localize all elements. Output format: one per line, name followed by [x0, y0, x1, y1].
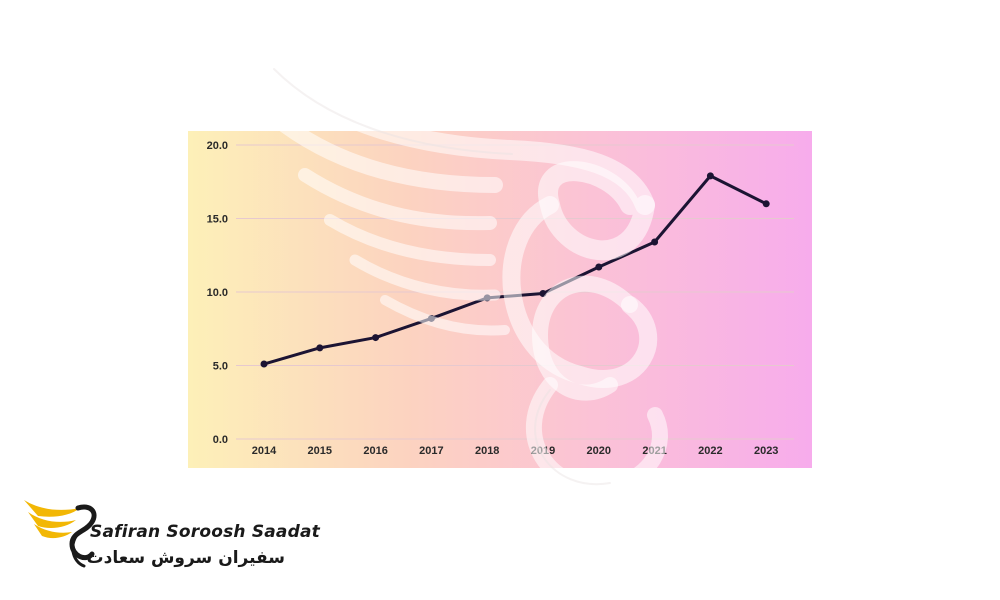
x-tick-label: 2021 — [642, 445, 666, 457]
y-tick-label: 5.0 — [213, 361, 228, 373]
line-chart: 0.0 5.0 10.0 15.0 20.0 2014 2015 2016 2017 2018 20… — [207, 140, 794, 457]
data-point — [372, 334, 380, 342]
x-tick-label: 2020 — [587, 445, 611, 457]
data-point — [260, 360, 268, 368]
data-point — [706, 172, 714, 180]
y-tick-label: 20.0 — [207, 140, 228, 152]
x-tick-label: 2019 — [531, 445, 555, 457]
y-tick-label: 0.0 — [213, 434, 228, 446]
brand-name-persian: سفیران سروش سعادت — [86, 548, 285, 568]
data-point — [316, 344, 324, 352]
series-line — [263, 174, 767, 366]
x-tick-label: 2023 — [754, 445, 778, 457]
data-point — [427, 314, 435, 322]
swan-wing-icon — [24, 500, 97, 568]
data-point — [539, 289, 547, 297]
y-tick-label: 15.0 — [207, 214, 228, 226]
x-tick-label: 2022 — [698, 445, 722, 457]
x-tick-label: 2017 — [419, 445, 443, 457]
data-point — [595, 263, 603, 271]
data-point — [651, 238, 659, 246]
chart-panel: 0.0 5.0 10.0 15.0 20.0 2014 2015 2016 2017 2018 20… — [188, 131, 812, 468]
x-tick-label: 2018 — [475, 445, 499, 457]
brand-name-english: Safiran Soroosh Saadat — [90, 522, 320, 542]
x-tick-label: 2016 — [363, 445, 387, 457]
y-tick-label: 10.0 — [207, 287, 228, 299]
x-tick-label: 2015 — [308, 445, 332, 457]
x-tick-label: 2014 — [252, 445, 277, 457]
company-logo: Safiran Soroosh Saadat سفیران سروش سعادت — [20, 492, 320, 582]
data-point — [483, 294, 491, 302]
data-point — [762, 200, 770, 208]
